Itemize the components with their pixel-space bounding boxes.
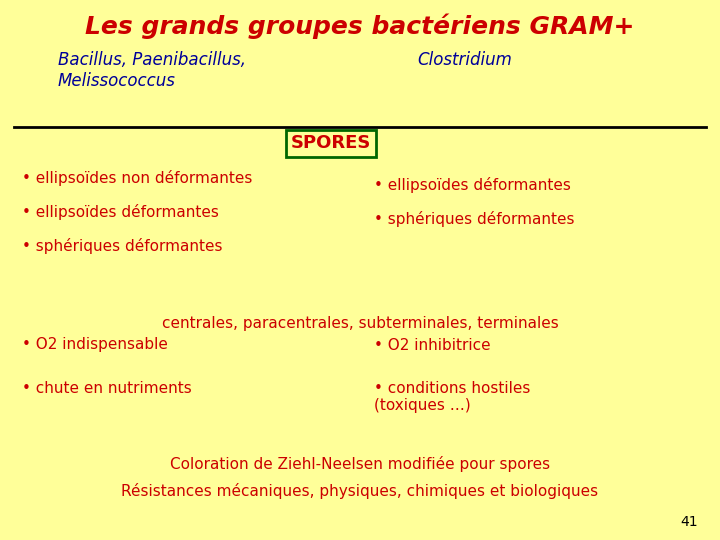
Text: Clostridium: Clostridium: [418, 51, 513, 69]
Text: • O2 indispensable: • O2 indispensable: [22, 338, 168, 353]
Text: • conditions hostiles
(toxiques …): • conditions hostiles (toxiques …): [374, 381, 531, 413]
Text: Les grands groupes bactériens GRAM+: Les grands groupes bactériens GRAM+: [85, 14, 635, 39]
Text: • O2 inhibitrice: • O2 inhibitrice: [374, 338, 491, 353]
Text: • ellipsoïdes non déformantes: • ellipsoïdes non déformantes: [22, 170, 252, 186]
Text: SPORES: SPORES: [291, 134, 372, 152]
Text: • sphériques déformantes: • sphériques déformantes: [374, 211, 575, 227]
Text: Bacillus, Paenibacillus,
Melissococcus: Bacillus, Paenibacillus, Melissococcus: [58, 51, 246, 90]
Text: centrales, paracentrales, subterminales, terminales: centrales, paracentrales, subterminales,…: [161, 316, 559, 331]
Text: • sphériques déformantes: • sphériques déformantes: [22, 238, 222, 254]
Text: • ellipsoïdes déformantes: • ellipsoïdes déformantes: [22, 204, 218, 220]
Text: • chute en nutriments: • chute en nutriments: [22, 381, 192, 396]
Text: • ellipsoïdes déformantes: • ellipsoïdes déformantes: [374, 177, 571, 193]
Text: 41: 41: [681, 515, 698, 529]
Text: Résistances mécaniques, physiques, chimiques et biologiques: Résistances mécaniques, physiques, chimi…: [122, 483, 598, 500]
Text: Coloration de Ziehl-Neelsen modifiée pour spores: Coloration de Ziehl-Neelsen modifiée pou…: [170, 456, 550, 472]
